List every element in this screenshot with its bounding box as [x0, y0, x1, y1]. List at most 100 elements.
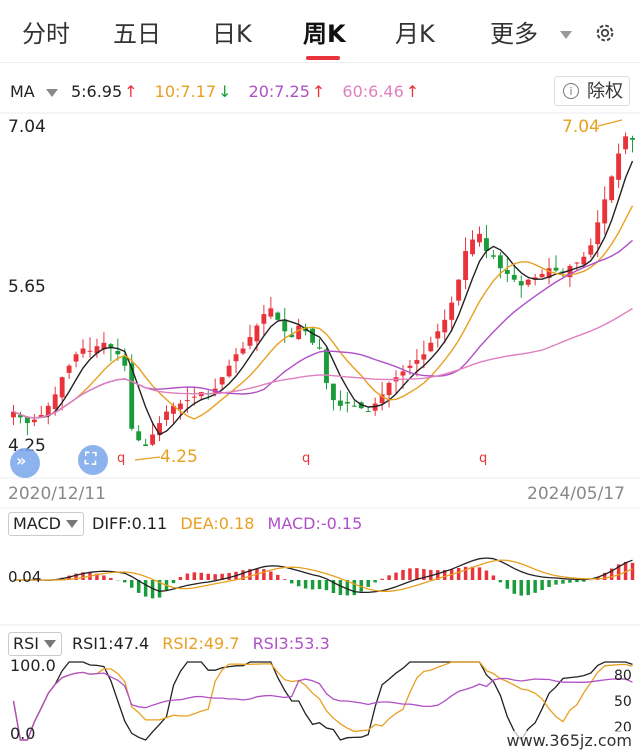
candle-body	[379, 394, 385, 404]
candle-body	[616, 153, 622, 180]
rsi3-line	[12, 671, 633, 741]
ma20-value: 20:7.25	[248, 82, 310, 101]
ma10-arrow-icon: ↓	[218, 82, 232, 101]
date-end: 2024/05/17	[527, 484, 625, 504]
candle-body	[407, 365, 413, 368]
candle-body	[386, 382, 392, 396]
rsi2-value: RSI2:49.7	[162, 634, 240, 653]
candle-body	[351, 405, 357, 407]
ma-selector[interactable]: MA	[10, 82, 69, 101]
candle-body	[240, 348, 246, 354]
rsi-label: RSI	[13, 634, 39, 653]
max-price-label: 7.04	[562, 117, 600, 137]
rsi1-value: RSI1:47.4	[72, 634, 150, 653]
candle-body	[317, 347, 322, 349]
min-price-label: 4.25	[160, 447, 198, 467]
price-axis-mid: 5.65	[8, 277, 46, 297]
candle-body	[344, 401, 350, 404]
candle-body	[609, 176, 615, 201]
ma5-line	[13, 160, 634, 436]
tab-monthly-k[interactable]: 月K	[395, 20, 435, 48]
candle-body	[553, 267, 559, 271]
candle-body	[337, 400, 343, 406]
candle-body	[164, 411, 169, 420]
macd-axis-value: 0.04	[8, 568, 42, 586]
candle-body	[428, 342, 434, 352]
candle-body	[484, 238, 489, 252]
tab-weekly-k[interactable]: 周K	[303, 20, 346, 48]
candle-body	[101, 342, 107, 350]
rsi2-line	[12, 661, 633, 741]
candle-body	[171, 405, 176, 414]
ma5-arrow-icon: ↑	[124, 82, 138, 101]
ma-label: MA	[10, 82, 35, 101]
tab-daily-k[interactable]: 日K	[212, 20, 252, 48]
period-tab-bar: 分时 五日 日K 周K 月K 更多	[0, 0, 640, 63]
candle-body	[122, 356, 128, 366]
candle-body	[546, 268, 552, 278]
macd-diff: DIFF:0.11	[92, 514, 168, 533]
candle-body	[456, 279, 462, 301]
candle-body	[11, 411, 16, 418]
candle-body	[477, 233, 482, 243]
max-pointer-line	[597, 119, 623, 127]
gear-icon[interactable]	[594, 22, 616, 44]
candle-body	[143, 444, 149, 446]
candle-body	[254, 325, 260, 342]
tab-intraday[interactable]: 分时	[22, 20, 70, 48]
tab-more[interactable]: 更多	[490, 14, 572, 49]
fullscreen-button[interactable]: ⛶	[78, 445, 108, 475]
candle-body	[525, 279, 531, 285]
candle-body	[66, 365, 72, 373]
rsi-level-80: 80	[614, 668, 632, 684]
rsi-selector[interactable]: RSI	[8, 632, 62, 656]
candle-body	[490, 255, 496, 257]
candle-body	[136, 431, 142, 441]
candle-body	[414, 359, 420, 364]
date-start: 2020/12/11	[8, 484, 106, 504]
price-axis-high: 7.04	[8, 117, 46, 137]
tab-five-day[interactable]: 五日	[113, 20, 161, 48]
candle-body	[435, 331, 441, 339]
ma10-value: 10:7.17	[154, 82, 217, 101]
macd-value: MACD:-0.15	[267, 514, 363, 533]
candle-body	[630, 137, 635, 140]
tab-more-label: 更多	[490, 20, 538, 48]
candle-body	[282, 319, 288, 332]
candle-body	[574, 262, 580, 264]
macd-selector[interactable]: MACD	[8, 512, 84, 536]
rsi3-value: RSI3:53.3	[252, 634, 330, 653]
candle-body	[602, 199, 608, 224]
candle-body	[581, 256, 587, 265]
candle-body	[623, 136, 629, 150]
macd-legend: DIFF:0.11 DEA:0.18 MACD:-0.15	[92, 514, 364, 533]
ex-rights-marker: q	[479, 451, 488, 466]
candle-body	[24, 417, 30, 424]
candle-body	[150, 434, 156, 445]
candle-body	[588, 245, 594, 255]
chevron-down-icon	[44, 640, 56, 648]
diff-line	[13, 557, 633, 594]
candle-body	[310, 328, 316, 343]
expand-left-button[interactable]: »	[10, 448, 40, 478]
ex-rights-button[interactable]: i 除权	[554, 76, 630, 106]
candle-body	[497, 255, 503, 269]
candle-body	[108, 344, 114, 349]
candle-body	[52, 394, 58, 409]
min-pointer-line	[134, 456, 161, 461]
active-tab-indicator	[306, 56, 340, 60]
candle-body	[226, 365, 232, 377]
rsi-legend: RSI1:47.4 RSI2:49.7 RSI3:53.3	[72, 634, 332, 653]
ex-rights-label: 除权	[587, 81, 623, 102]
ma10-line	[13, 205, 634, 420]
candle-body	[268, 308, 274, 317]
watermark: www.365jz.com	[506, 731, 632, 750]
chevron-down-icon	[559, 31, 572, 39]
candle-body	[87, 350, 93, 352]
rsi-axis-top: 100.0	[10, 656, 56, 675]
candle-body	[539, 273, 545, 278]
candle-body	[511, 274, 517, 280]
candle-body	[38, 415, 44, 418]
candle-body	[80, 348, 86, 354]
